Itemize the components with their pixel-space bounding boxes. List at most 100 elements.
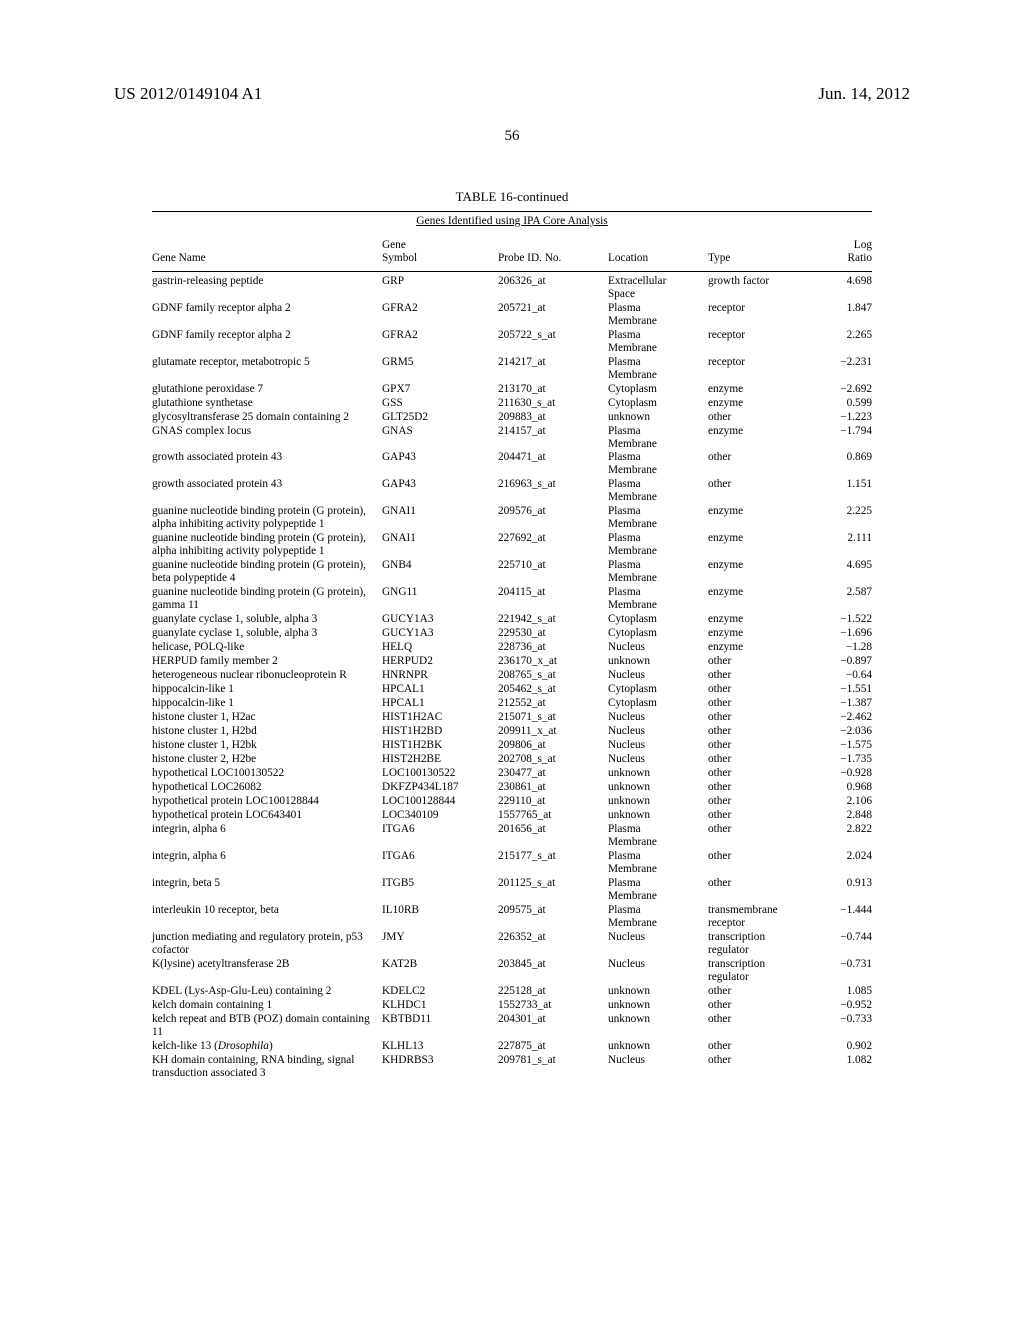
cell-probe: 228736_at	[498, 641, 608, 655]
table-row: HERPUD family member 2HERPUD2236170_x_at…	[152, 655, 872, 669]
table-row: interleukin 10 receptor, betaIL10RB20957…	[152, 903, 872, 930]
cell-gene-name: integrin, alpha 6	[152, 823, 382, 850]
cell-gene-name: hippocalcin-like 1	[152, 683, 382, 697]
cell-location: Nucleus	[608, 725, 708, 739]
cell-log-ratio: −0.897	[816, 655, 872, 669]
table-body: gastrin-releasing peptideGRP206326_atExt…	[152, 274, 872, 1080]
cell-log-ratio: −0.731	[816, 957, 872, 984]
cell-location: PlasmaMembrane	[608, 355, 708, 382]
cell-symbol: GFRA2	[382, 328, 498, 355]
cell-symbol: HIST1H2BK	[382, 739, 498, 753]
cell-location: PlasmaMembrane	[608, 328, 708, 355]
table-row: histone cluster 2, H2beHIST2H2BE202708_s…	[152, 753, 872, 767]
cell-gene-name: growth associated protein 43	[152, 451, 382, 478]
cell-symbol: LOC100128844	[382, 795, 498, 809]
cell-log-ratio: −0.928	[816, 767, 872, 781]
cell-type: other	[708, 823, 816, 850]
cell-type: receptor	[708, 355, 816, 382]
page-number: 56	[114, 128, 910, 145]
cell-probe: 201125_s_at	[498, 877, 608, 904]
cell-type: growth factor	[708, 274, 816, 301]
cell-probe: 205462_s_at	[498, 683, 608, 697]
cell-log-ratio: 1.085	[816, 984, 872, 998]
cell-log-ratio: 2.587	[816, 586, 872, 613]
cell-gene-name: glycosyltransferase 25 domain containing…	[152, 410, 382, 424]
cell-type: other	[708, 478, 816, 505]
cell-symbol: KLHDC1	[382, 998, 498, 1012]
cell-symbol: KBTBD11	[382, 1012, 498, 1039]
cell-gene-name: hypothetical LOC26082	[152, 781, 382, 795]
col-type: Type	[708, 233, 816, 271]
cell-probe: 211630_s_at	[498, 396, 608, 410]
data-table: Genes Identified using IPA Core Analysis…	[152, 211, 872, 1080]
table-row: glutamate receptor, metabotropic 5GRM521…	[152, 355, 872, 382]
cell-type: other	[708, 1053, 816, 1080]
cell-gene-name: histone cluster 1, H2bk	[152, 739, 382, 753]
cell-type: other	[708, 795, 816, 809]
cell-log-ratio: 1.847	[816, 301, 872, 328]
table-row: histone cluster 1, H2bkHIST1H2BK209806_a…	[152, 739, 872, 753]
col-log-ratio: LogRatio	[816, 233, 872, 271]
cell-type: enzyme	[708, 396, 816, 410]
cell-symbol: GNG11	[382, 586, 498, 613]
cell-symbol: HIST1H2AC	[382, 711, 498, 725]
table-row: kelch domain containing 1KLHDC11552733_a…	[152, 998, 872, 1012]
cell-location: PlasmaMembrane	[608, 586, 708, 613]
cell-location: unknown	[608, 809, 708, 823]
cell-type: other	[708, 809, 816, 823]
table-row: glutathione peroxidase 7GPX7213170_atCyt…	[152, 382, 872, 396]
cell-gene-name: histone cluster 2, H2be	[152, 753, 382, 767]
cell-log-ratio: −1.551	[816, 683, 872, 697]
cell-probe: 204471_at	[498, 451, 608, 478]
cell-type: other	[708, 877, 816, 904]
cell-location: PlasmaMembrane	[608, 532, 708, 559]
cell-log-ratio: −2.692	[816, 382, 872, 396]
cell-type: other	[708, 725, 816, 739]
cell-location: Cytoplasm	[608, 382, 708, 396]
table-row: guanine nucleotide binding protein (G pr…	[152, 559, 872, 586]
cell-gene-name: interleukin 10 receptor, beta	[152, 903, 382, 930]
cell-location: unknown	[608, 795, 708, 809]
cell-location: Cytoplasm	[608, 627, 708, 641]
cell-gene-name: hippocalcin-like 1	[152, 697, 382, 711]
cell-type: other	[708, 711, 816, 725]
cell-gene-name: integrin, alpha 6	[152, 850, 382, 877]
cell-probe: 215071_s_at	[498, 711, 608, 725]
cell-location: unknown	[608, 781, 708, 795]
cell-log-ratio: −1.794	[816, 424, 872, 451]
cell-type: enzyme	[708, 586, 816, 613]
cell-probe: 206326_at	[498, 274, 608, 301]
cell-log-ratio: 2.111	[816, 532, 872, 559]
table-row: kelch repeat and BTB (POZ) domain contai…	[152, 1012, 872, 1039]
cell-log-ratio: 0.869	[816, 451, 872, 478]
table-row: hypothetical protein LOC643401LOC3401091…	[152, 809, 872, 823]
cell-type: other	[708, 683, 816, 697]
cell-probe: 204301_at	[498, 1012, 608, 1039]
cell-gene-name: hypothetical protein LOC100128844	[152, 795, 382, 809]
cell-symbol: ITGB5	[382, 877, 498, 904]
table-row: glycosyltransferase 25 domain containing…	[152, 410, 872, 424]
cell-gene-name: histone cluster 1, H2bd	[152, 725, 382, 739]
table-row: hypothetical LOC100130522LOC100130522230…	[152, 767, 872, 781]
cell-location: unknown	[608, 1039, 708, 1053]
cell-log-ratio: −1.223	[816, 410, 872, 424]
cell-log-ratio: −0.733	[816, 1012, 872, 1039]
cell-type: transcriptionregulator	[708, 957, 816, 984]
table-row: kelch-like 13 (Drosophila)KLHL13227875_a…	[152, 1039, 872, 1053]
cell-location: PlasmaMembrane	[608, 505, 708, 532]
cell-symbol: GRM5	[382, 355, 498, 382]
cell-symbol: HIST1H2BD	[382, 725, 498, 739]
cell-symbol: KAT2B	[382, 957, 498, 984]
cell-log-ratio: 2.822	[816, 823, 872, 850]
cell-log-ratio: −0.744	[816, 930, 872, 957]
cell-probe: 1557765_at	[498, 809, 608, 823]
cell-probe: 214217_at	[498, 355, 608, 382]
cell-gene-name: HERPUD family member 2	[152, 655, 382, 669]
cell-location: PlasmaMembrane	[608, 478, 708, 505]
table-row: histone cluster 1, H2bdHIST1H2BD209911_x…	[152, 725, 872, 739]
cell-symbol: GSS	[382, 396, 498, 410]
cell-gene-name: kelch domain containing 1	[152, 998, 382, 1012]
cell-location: PlasmaMembrane	[608, 424, 708, 451]
table-row: hippocalcin-like 1HPCAL1205462_s_atCytop…	[152, 683, 872, 697]
cell-gene-name: GDNF family receptor alpha 2	[152, 301, 382, 328]
